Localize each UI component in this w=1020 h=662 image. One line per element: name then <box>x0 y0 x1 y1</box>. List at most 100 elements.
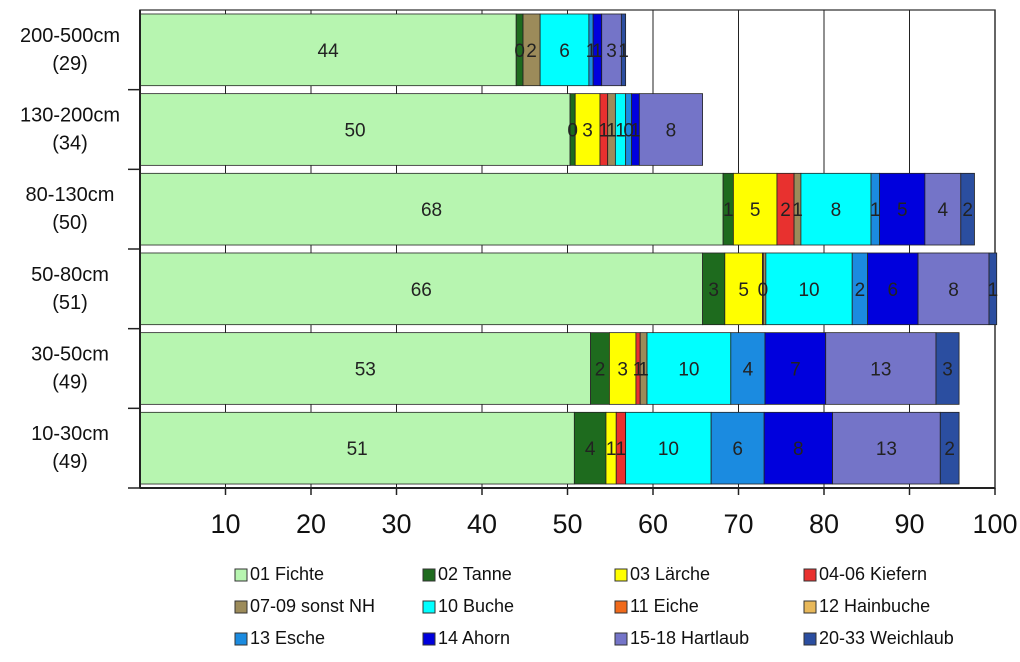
legend-swatch <box>234 568 248 582</box>
legend-swatch <box>614 632 628 646</box>
data-label: 1 <box>615 121 626 142</box>
legend-item: 10 Buche <box>422 596 514 616</box>
category-label: 200-500cm <box>20 25 120 47</box>
legend-item: 14 Ahorn <box>422 628 510 648</box>
data-label: 2 <box>780 200 791 221</box>
legend-label: 02 Tanne <box>438 564 512 584</box>
category-count: (29) <box>52 53 88 75</box>
bar-segment <box>763 411 833 485</box>
bar-segment <box>139 411 575 485</box>
bar-segment <box>988 252 998 326</box>
data-label: 1 <box>618 41 629 62</box>
data-label: 4 <box>585 439 596 460</box>
category-label: 130-200cm <box>20 105 120 127</box>
legend-label: 01 Fichte <box>250 564 324 584</box>
x-tick-label: 90 <box>894 509 924 539</box>
legend-label: 04-06 Kiefern <box>819 564 927 584</box>
data-label: 10 <box>798 280 819 301</box>
category-count: (51) <box>52 292 88 314</box>
bar-segment <box>608 332 637 405</box>
category-count: (50) <box>52 212 88 234</box>
legend-swatch <box>614 568 628 582</box>
data-label: 8 <box>793 439 804 460</box>
bar-segment <box>620 13 627 87</box>
data-label: 53 <box>355 360 376 381</box>
legend-item: 01 Fichte <box>234 564 324 584</box>
x-tick-label: 70 <box>723 509 753 539</box>
data-label: 51 <box>347 439 368 460</box>
legend-item: 02 Tanne <box>422 564 512 584</box>
data-label: 1 <box>616 439 627 460</box>
data-label: 1 <box>792 200 803 221</box>
data-label: 1 <box>606 439 617 460</box>
data-label: 6 <box>888 280 899 301</box>
data-label: 0 <box>567 121 578 142</box>
data-label: 8 <box>948 280 959 301</box>
legend: 01 Fichte 02 Tanne 03 Lärche 04-06 Kiefern 0… <box>234 564 954 648</box>
data-label: 8 <box>666 121 677 142</box>
data-label: 1 <box>606 121 617 142</box>
legend-swatch <box>422 600 436 614</box>
data-label: 2 <box>944 439 955 460</box>
data-label: 2 <box>855 280 866 301</box>
data-label: 4 <box>743 360 754 381</box>
data-label: 0 <box>514 41 525 62</box>
category-label: 10-30cm <box>31 423 109 445</box>
x-tick-label: 20 <box>296 509 326 539</box>
data-label: 8 <box>831 200 842 221</box>
data-label: 1 <box>723 200 734 221</box>
data-label: 3 <box>606 41 617 62</box>
legend-label: 13 Esche <box>250 628 325 648</box>
data-label: 68 <box>421 200 442 221</box>
legend-label: 20-33 Weichlaub <box>819 628 954 648</box>
data-label: 6 <box>559 41 570 62</box>
legend-item: 13 Esche <box>234 628 325 648</box>
legend-label: 14 Ahorn <box>438 628 510 648</box>
legend-label: 12 Hainbuche <box>819 596 930 616</box>
bar-segment <box>800 172 872 246</box>
bar-segment <box>646 332 732 405</box>
data-label: 1 <box>633 360 644 381</box>
bar-segment <box>917 252 990 326</box>
data-label: 44 <box>318 41 340 62</box>
bar-segment <box>960 172 975 246</box>
data-label: 1 <box>630 121 641 142</box>
legend-swatch <box>803 568 817 582</box>
data-label: 10 <box>658 439 679 460</box>
data-label: 50 <box>344 121 365 142</box>
x-tick-label: 80 <box>809 509 839 539</box>
bar-segment <box>710 411 765 485</box>
data-label: 3 <box>582 121 593 142</box>
category-count: (49) <box>52 372 88 394</box>
data-label: 0 <box>623 121 634 142</box>
data-label: 13 <box>870 360 891 381</box>
data-label: 1 <box>870 200 881 221</box>
category-label: 80-130cm <box>26 184 115 206</box>
data-label: 1 <box>988 280 999 301</box>
legend-label: 03 Lärche <box>630 564 710 584</box>
bar-segment <box>832 411 941 485</box>
data-label: 4 <box>938 200 949 221</box>
data-label: 3 <box>617 360 628 381</box>
bar-segment <box>139 332 591 405</box>
data-label: 6 <box>732 439 743 460</box>
data-label: 2 <box>526 41 537 62</box>
bar-segment <box>539 13 590 87</box>
bar-segment <box>139 172 724 246</box>
legend-swatch <box>614 600 628 614</box>
bar-segment <box>573 411 607 485</box>
bar-segment <box>765 252 853 326</box>
category-count: (34) <box>52 133 88 155</box>
category-count: (49) <box>52 451 88 473</box>
bar-segment <box>638 93 703 166</box>
legend-item: 11 Eiche <box>614 596 699 616</box>
x-tick-label: 60 <box>638 509 668 539</box>
data-label: 13 <box>876 439 897 460</box>
data-label: 2 <box>962 200 973 221</box>
data-label: 10 <box>678 360 699 381</box>
bar-segment <box>939 411 960 485</box>
legend-item: 20-33 Weichlaub <box>803 628 954 648</box>
legend-item: 12 Hainbuche <box>803 596 930 616</box>
